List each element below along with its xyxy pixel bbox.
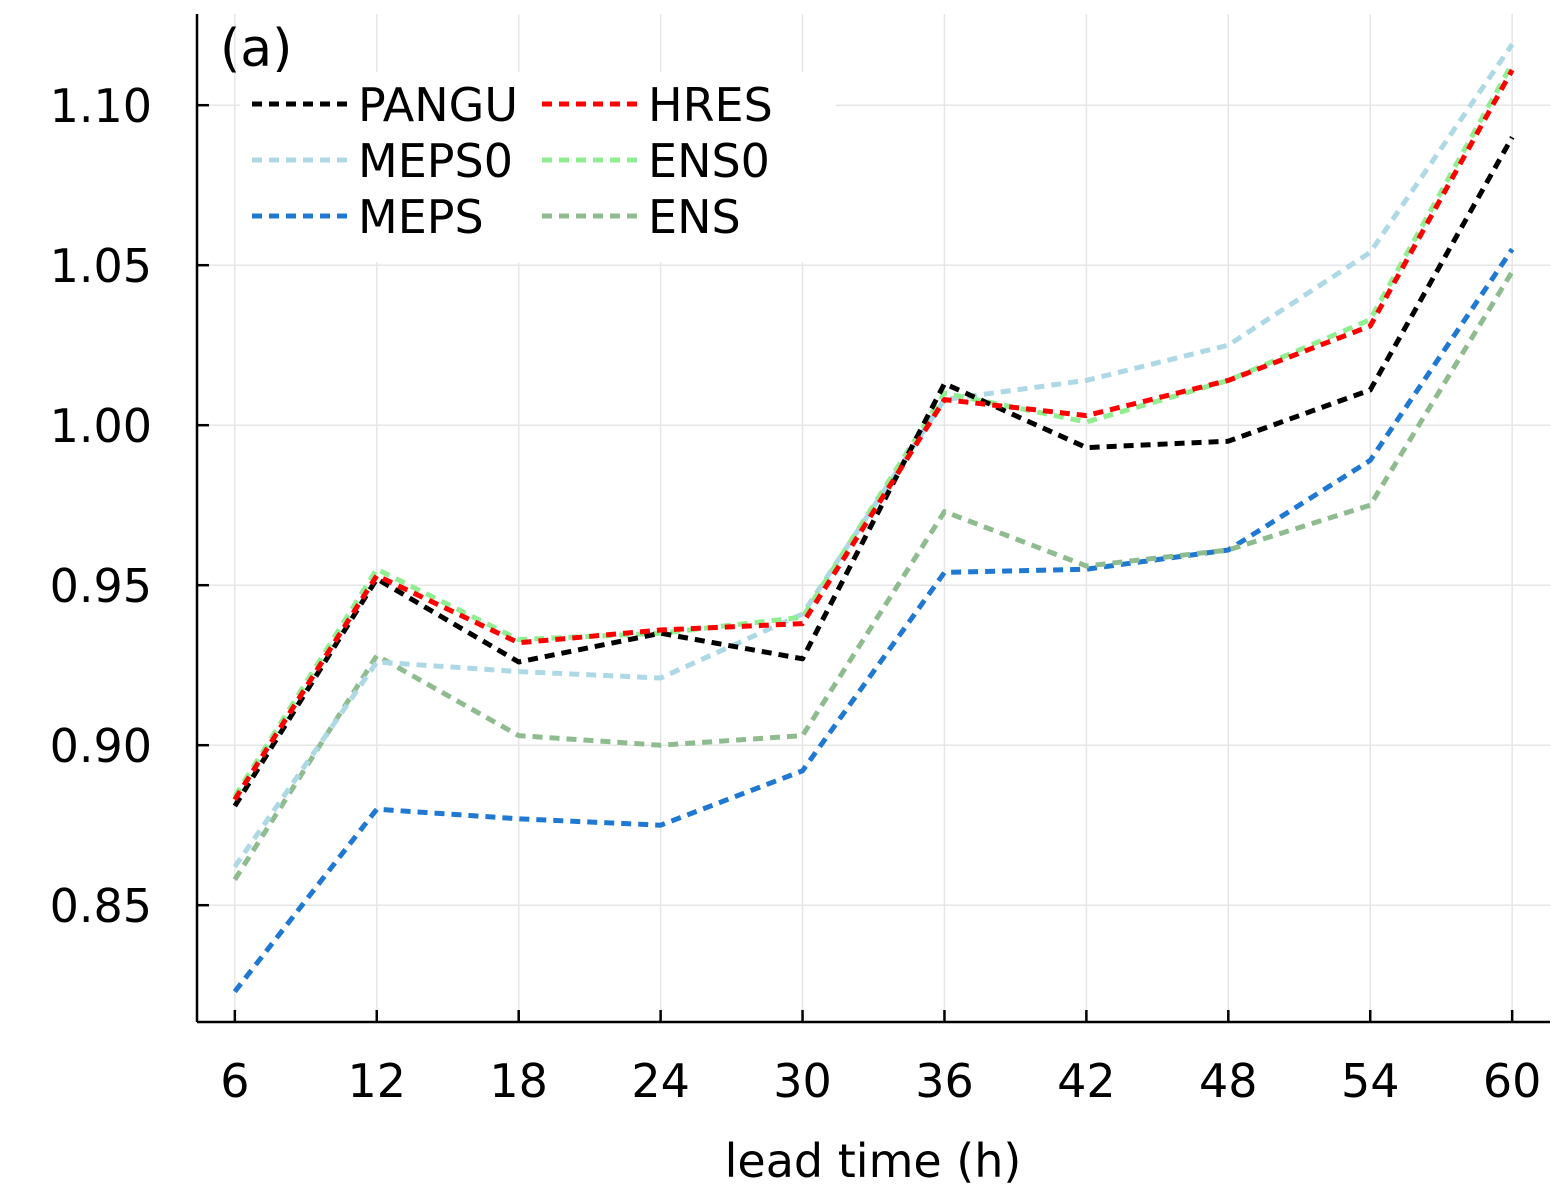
x-tick-label: 12 bbox=[347, 1054, 406, 1108]
legend-label-ens0: ENS0 bbox=[648, 134, 770, 188]
x-tick-labels: 6 12 18 24 30 36 42 48 54 60 bbox=[220, 1054, 1541, 1108]
legend-label-meps0: MEPS0 bbox=[358, 134, 513, 188]
legend-label-ens: ENS bbox=[648, 190, 741, 244]
y-tick-label: 1.00 bbox=[50, 399, 152, 453]
legend-label-meps: MEPS bbox=[358, 190, 484, 244]
series-line-ens0 bbox=[232, 62, 1515, 798]
x-tick-label: 54 bbox=[1341, 1054, 1400, 1108]
y-tick-label: 1.05 bbox=[50, 239, 152, 293]
y-tick-label: 0.90 bbox=[50, 719, 152, 773]
series-line-ens bbox=[232, 270, 1515, 881]
x-tick-label: 36 bbox=[915, 1054, 974, 1108]
series-line-meps bbox=[232, 247, 1515, 994]
x-tick-label: 30 bbox=[773, 1054, 832, 1108]
series-group bbox=[232, 42, 1515, 994]
legend: PANGU HRES MEPS0 ENS0 MEPS ENS bbox=[240, 72, 836, 262]
y-tick-label: 0.85 bbox=[50, 879, 152, 933]
x-tick-label: 42 bbox=[1057, 1054, 1116, 1108]
x-tick-label: 60 bbox=[1483, 1054, 1542, 1108]
series-line-pangu bbox=[232, 135, 1515, 808]
legend-label-pangu: PANGU bbox=[358, 78, 518, 132]
x-axis-label: lead time (h) bbox=[725, 1134, 1022, 1188]
axes bbox=[195, 14, 1550, 1024]
y-tick-label: 1.10 bbox=[50, 79, 152, 133]
x-tick-label: 48 bbox=[1199, 1054, 1258, 1108]
legend-label-hres: HRES bbox=[648, 78, 773, 132]
panel-label: (a) bbox=[220, 19, 292, 79]
x-tick-label: 18 bbox=[489, 1054, 548, 1108]
y-tick-labels: 0.85 0.90 0.95 1.00 1.05 1.10 bbox=[50, 79, 152, 933]
x-tick-label: 24 bbox=[631, 1054, 690, 1108]
y-tick-label: 0.95 bbox=[50, 559, 152, 613]
x-tick-label: 6 bbox=[220, 1054, 249, 1108]
series-line-hres bbox=[232, 68, 1515, 801]
grid bbox=[197, 14, 1550, 1022]
